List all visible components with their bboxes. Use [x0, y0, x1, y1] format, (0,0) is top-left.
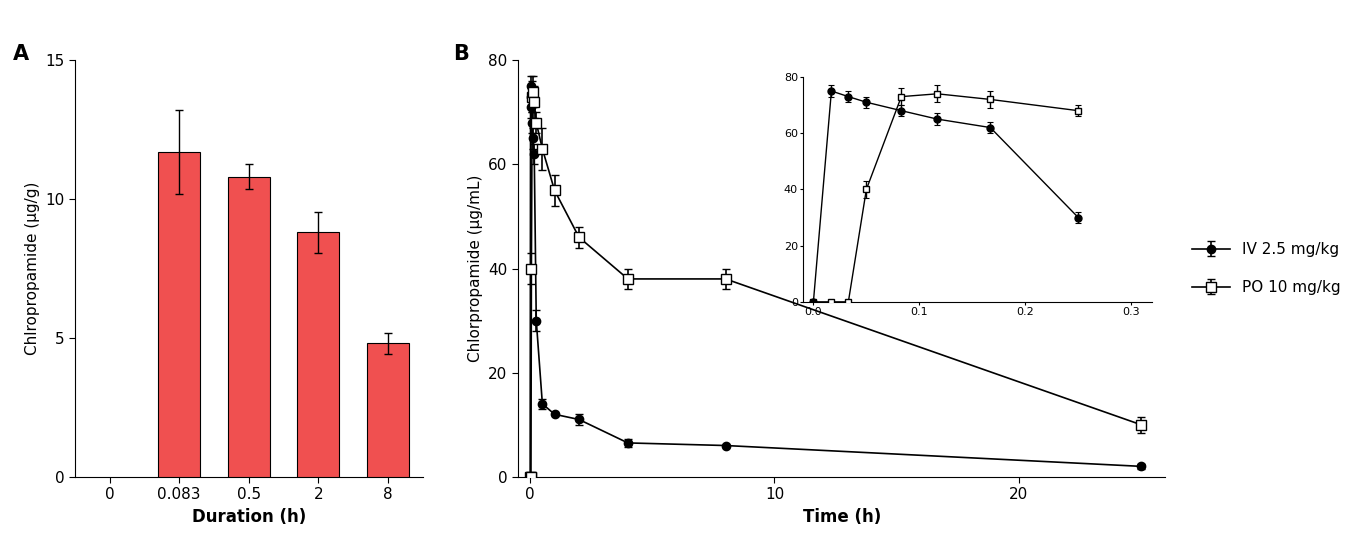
Bar — [158, 152, 200, 477]
Text: B: B — [454, 44, 469, 64]
Y-axis label: Chlorpropamide (μg/mL): Chlorpropamide (μg/mL) — [468, 175, 483, 362]
Bar — [228, 177, 270, 477]
X-axis label: Time (h): Time (h) — [803, 508, 880, 526]
Bar — [367, 344, 409, 477]
Bar — [297, 232, 339, 477]
Y-axis label: Chlropropamide (μg/g): Chlropropamide (μg/g) — [25, 182, 40, 355]
X-axis label: Duration (h): Duration (h) — [192, 508, 305, 526]
Text: A: A — [12, 44, 29, 64]
Legend: IV 2.5 mg/kg, PO 10 mg/kg: IV 2.5 mg/kg, PO 10 mg/kg — [1186, 236, 1347, 301]
